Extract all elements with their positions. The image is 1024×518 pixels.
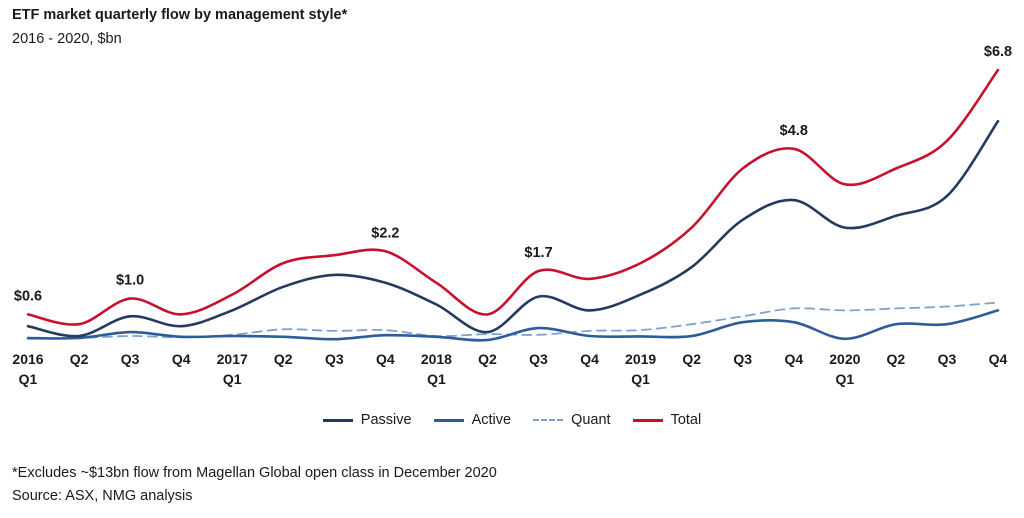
x-tick-label: 2017 bbox=[217, 351, 248, 367]
x-tick-label: Q4 bbox=[376, 351, 395, 367]
source-note: Source: ASX, NMG analysis bbox=[12, 488, 193, 504]
x-tick-sublabel: Q1 bbox=[835, 371, 854, 387]
series-line-total bbox=[26, 68, 1000, 326]
legend-item-quant: Quant bbox=[533, 412, 611, 428]
x-tick-label: Q4 bbox=[172, 351, 191, 367]
chart-legend: Passive Active Quant Total bbox=[0, 410, 1024, 430]
legend-label-total: Total bbox=[670, 412, 702, 428]
line-chart: $0.6 $1.0 $2.2 $1.7 $4.8 $6.8 2016 Q1 Q2 Q3 Q4 2017… bbox=[12, 44, 1012, 387]
x-tick-label: 2016 bbox=[12, 351, 43, 367]
x-tick-label: Q4 bbox=[989, 351, 1008, 367]
legend-item-passive: Passive bbox=[322, 412, 412, 428]
x-tick-label: Q3 bbox=[529, 351, 548, 367]
data-label: $6.8 bbox=[984, 44, 1012, 60]
x-tick-label: Q3 bbox=[733, 351, 752, 367]
legend-swatch-total bbox=[632, 418, 663, 422]
legend-item-active: Active bbox=[433, 412, 512, 428]
x-tick-label: Q2 bbox=[682, 351, 701, 367]
x-tick-label: Q2 bbox=[478, 351, 497, 367]
chart-subtitle: 2016 - 2020, $bn bbox=[12, 31, 122, 47]
x-tick-label: Q2 bbox=[70, 351, 89, 367]
x-tick-label: Q3 bbox=[121, 351, 140, 367]
legend-label-active: Active bbox=[471, 412, 512, 428]
x-tick-label: 2018 bbox=[421, 351, 452, 367]
data-label: $4.8 bbox=[780, 123, 808, 139]
legend-swatch-passive bbox=[322, 418, 353, 422]
data-label: $0.6 bbox=[14, 288, 42, 304]
chart-title: ETF market quarterly flow by management … bbox=[12, 7, 348, 23]
x-tick-label: Q3 bbox=[938, 351, 957, 367]
footnote: *Excludes ~$13bn flow from Magellan Glob… bbox=[12, 465, 497, 481]
x-tick-label: Q4 bbox=[784, 351, 803, 367]
x-tick-label: Q3 bbox=[325, 351, 344, 367]
x-tick-sublabel: Q1 bbox=[223, 371, 242, 387]
data-label: $1.0 bbox=[116, 273, 144, 289]
x-tick-label: 2019 bbox=[625, 351, 656, 367]
x-tick-label: Q2 bbox=[887, 351, 906, 367]
x-tick-label: Q2 bbox=[274, 351, 293, 367]
series-line-active bbox=[26, 309, 1000, 342]
x-tick-sublabel: Q1 bbox=[427, 371, 446, 387]
data-label: $2.2 bbox=[371, 225, 399, 241]
x-tick-label: Q4 bbox=[580, 351, 599, 367]
x-tick-sublabel: Q1 bbox=[19, 371, 38, 387]
data-label: $1.7 bbox=[524, 245, 552, 261]
series-line-passive bbox=[26, 119, 1000, 338]
legend-label-quant: Quant bbox=[571, 412, 611, 428]
legend-item-total: Total bbox=[632, 412, 702, 428]
legend-label-passive: Passive bbox=[360, 412, 412, 428]
legend-swatch-active bbox=[433, 418, 464, 422]
x-tick-label: 2020 bbox=[829, 351, 860, 367]
x-tick-sublabel: Q1 bbox=[631, 371, 650, 387]
legend-swatch-quant bbox=[533, 419, 564, 421]
